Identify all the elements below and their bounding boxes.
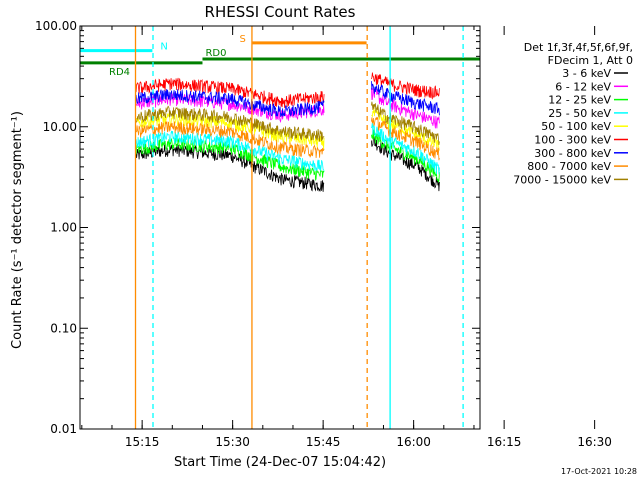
y-tick-label: 100.00 [35,19,77,33]
y-axis-label: Count Rate (s⁻¹ detector segment⁻¹) [10,111,25,349]
legend-label-3: 25 - 50 keV [548,107,611,120]
x-tick-label: 15:30 [215,435,250,449]
x-axis-label: Start Time (24-Dec-07 15:04:42) [174,455,386,470]
legend-header-line-2: FDecim 1, Att 0 [548,54,633,67]
chart-title: RHESSI Count Rates [205,3,356,21]
legend-label-1: 6 - 12 keV [555,80,611,93]
series-layer [135,72,440,192]
y-tick-label: 0.01 [50,422,77,436]
series-5-segB [371,72,440,100]
series-2-segB [371,129,440,184]
series-6-segA [135,89,325,118]
x-tick-label: 15:45 [306,435,341,449]
legend: Det 1f,3f,4f,5f,6f,9f, FDecim 1, Att 0 3… [513,41,633,186]
legend-label-4: 50 - 100 keV [541,120,611,133]
series-3-segB [371,122,440,175]
legend-label-5: 100 - 300 keV [534,134,611,147]
series-8-segB [371,101,440,146]
y-tick-label: 10.00 [43,120,77,134]
legend-label-7: 800 - 7000 keV [527,160,611,173]
x-tick-label: 15:15 [125,435,160,449]
series-3-segA [135,130,325,171]
legend-label-8: 7000 - 15000 keV [513,173,611,186]
legend-header-line-1: Det 1f,3f,4f,5f,6f,9f, [524,41,633,54]
annotation-label-n: N [160,42,167,53]
series-6-segB [371,81,440,116]
series-5-segA [135,77,325,108]
x-tick-label: 16:30 [577,435,612,449]
series-1-segA [136,91,325,123]
y-tick-label: 0.10 [50,321,77,335]
annotation-label-s: S [240,34,246,45]
series-0-segB [371,136,440,192]
legend-label-6: 300 - 800 keV [534,147,611,160]
legend-label-2: 12 - 25 keV [548,94,611,107]
axis-layer: 0.01 0.10 1.00 10.00 100.00 15:15 15:30 15:45 16… [35,19,612,449]
series-8-segA [135,105,325,142]
series-7-segB [371,116,440,161]
series-2-segA [135,137,325,181]
series-4-segB [371,107,440,152]
series-1-segB [371,87,440,129]
timestamp: 17-Oct-2021 10:28 [561,467,637,476]
series-0-segA [135,144,325,192]
series-7-segA [135,121,325,159]
annotation-label-rd4: RD4 [109,67,130,78]
annotation-label-rd0: RD0 [205,48,226,59]
annotation-layer: RD4 RD0 N S [80,26,480,429]
legend-label-0: 3 - 6 keV [562,67,611,80]
y-tick-label: 1.00 [50,221,77,235]
x-tick-label: 16:00 [396,435,431,449]
x-tick-label: 16:15 [487,435,522,449]
